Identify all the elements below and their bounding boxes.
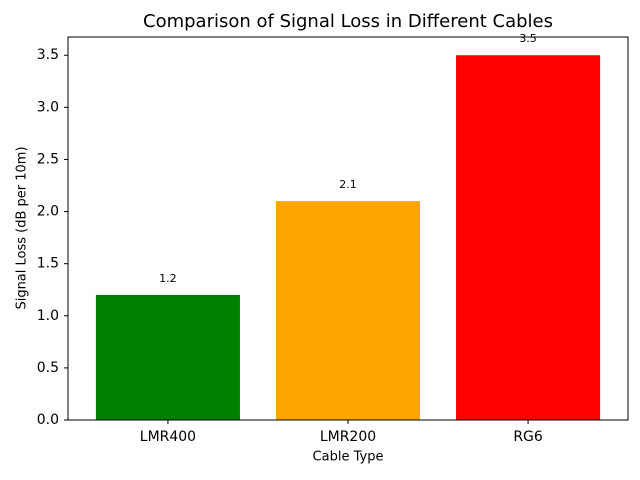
y-axis-label: Signal Loss (dB per 10m): [15, 146, 30, 309]
value-label: 1.2: [159, 272, 177, 285]
y-tick-label: 2.0: [37, 204, 59, 220]
value-label: 3.5: [519, 32, 537, 45]
y-tick-label: 1.0: [37, 308, 59, 324]
plot-frame: [67, 36, 629, 421]
y-tick-label: 0.5: [37, 360, 59, 376]
y-tick-label: 3.0: [37, 99, 59, 115]
value-label: 2.1: [339, 178, 357, 191]
y-tick-label: 3.5: [37, 47, 59, 63]
x-tick-label: LMR400: [140, 429, 196, 445]
x-tick-label: LMR200: [320, 429, 376, 445]
chart-title: Comparison of Signal Loss in Different C…: [143, 11, 553, 32]
bar: [456, 55, 601, 420]
bar: [275, 201, 421, 420]
y-tick-label: 2.5: [37, 151, 59, 167]
bar: [95, 294, 240, 420]
y-tick-label: 1.5: [37, 256, 59, 272]
x-tick-label: RG6: [513, 429, 543, 445]
y-tick-label: 0.0: [37, 412, 59, 428]
x-axis-label: Cable Type: [313, 450, 384, 465]
